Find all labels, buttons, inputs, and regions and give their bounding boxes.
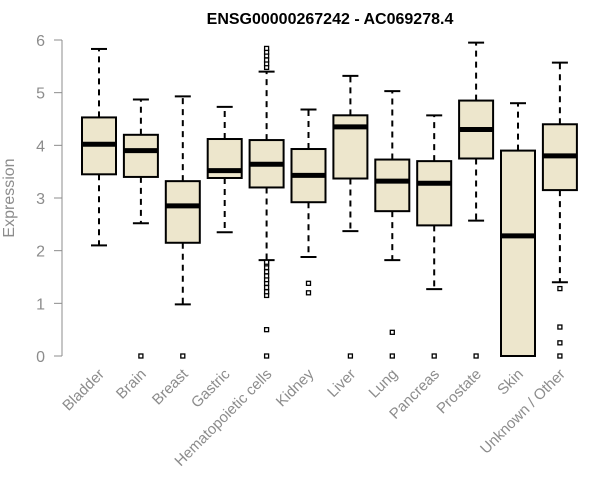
box-group-9 <box>458 41 495 359</box>
chart-title: ENSG00000267242 - AC069278.4 <box>207 11 454 28</box>
box-group-8 <box>416 114 453 359</box>
y-tick-label: 6 <box>36 33 45 50</box>
y-tick-label: 5 <box>36 86 45 103</box>
category-label: Prostate <box>433 366 485 418</box>
outlier-point <box>431 353 437 359</box>
y-tick-label: 1 <box>36 296 45 313</box>
category-label: Breast <box>149 365 192 408</box>
outlier-point <box>263 273 270 279</box>
box-group-1 <box>122 98 159 359</box>
box-group-7 <box>374 90 411 359</box>
box-group-5 <box>290 108 327 296</box>
outlier-point <box>263 327 270 333</box>
outlier-point <box>263 259 270 265</box>
outlier-point <box>347 353 354 359</box>
outlier-point <box>305 280 312 286</box>
outlier-point <box>557 353 563 359</box>
box-group-0 <box>81 47 117 247</box>
category-label: Skin <box>494 366 527 399</box>
y-axis: 0 1 2 3 4 5 6 <box>36 33 63 366</box>
box-group-6 <box>332 74 369 359</box>
box-group-11 <box>541 61 578 359</box>
outlier-point <box>263 284 270 291</box>
iqr-box <box>164 180 201 244</box>
category-label: Kidney <box>273 365 318 410</box>
outlier-point <box>473 353 479 359</box>
category-label: Brain <box>113 366 150 403</box>
iqr-box <box>374 158 411 213</box>
outlier-point <box>305 290 312 296</box>
box-group-4 <box>248 45 285 359</box>
outlier-point <box>180 353 186 359</box>
outlier-point <box>557 324 563 330</box>
y-tick-label: 2 <box>36 244 45 261</box>
category-label: Liver <box>324 366 359 401</box>
y-axis-label: Expression <box>1 158 18 237</box>
boxes <box>81 41 578 359</box>
outlier-point <box>263 57 270 63</box>
iqr-box <box>500 149 536 357</box>
outlier-point <box>389 353 395 359</box>
y-tick-label: 3 <box>36 191 45 208</box>
box-group-10 <box>500 102 536 357</box>
outlier-point <box>557 285 563 292</box>
outlier-point <box>263 45 270 52</box>
category-label: Bladder <box>59 366 108 415</box>
category-label: Lung <box>366 366 402 402</box>
outlier-point <box>263 289 270 295</box>
box-group-2 <box>164 95 201 359</box>
iqr-box <box>122 133 159 178</box>
box-group-3 <box>206 105 243 234</box>
outlier-point <box>557 340 563 346</box>
outlier-point <box>263 353 270 359</box>
y-tick-label: 0 <box>36 349 45 366</box>
y-tick-label: 4 <box>36 138 45 155</box>
outlier-point <box>389 329 395 335</box>
iqr-box <box>416 160 453 227</box>
outlier-point <box>138 353 144 359</box>
outlier-point <box>263 269 270 275</box>
